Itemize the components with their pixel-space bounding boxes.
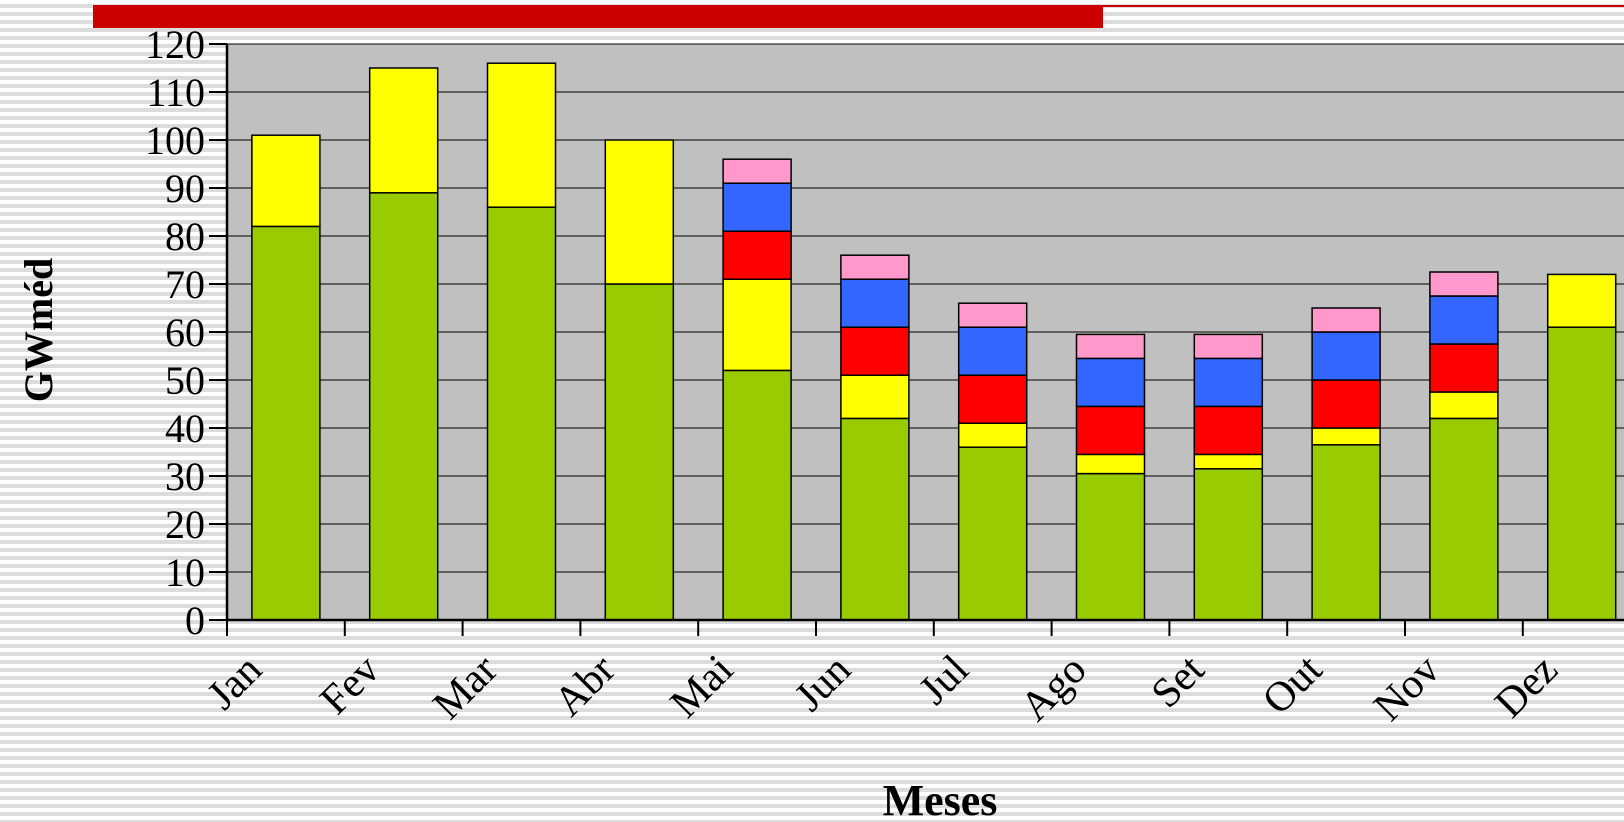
bar-segment: [1311, 427, 1381, 446]
bar-segment: [722, 158, 792, 184]
bar-segment: [840, 417, 910, 621]
bar-segment: [486, 206, 557, 621]
bar-segment: [957, 422, 1028, 448]
bar-segment: [1311, 307, 1381, 333]
bar-segment: [1429, 343, 1499, 393]
bar-segment: [722, 278, 792, 372]
y-tick-label: 20: [165, 502, 205, 547]
x-tick-label: Abr: [546, 647, 625, 726]
bar-segment: [1193, 333, 1264, 360]
y-tick-label: 30: [165, 454, 205, 499]
y-tick-label: 100: [145, 118, 205, 163]
y-tick-label: 40: [165, 406, 205, 451]
bar-segment: [1429, 295, 1499, 345]
y-tick-label: 50: [165, 358, 205, 403]
bar-segment: [957, 302, 1028, 328]
x-tick-label: Fev: [312, 647, 389, 724]
x-tick-label: Set: [1143, 646, 1214, 717]
bar-segment: [1075, 453, 1146, 475]
bar-segment: [1075, 405, 1146, 456]
x-tick-label: Mai: [662, 647, 742, 727]
x-tick-label: Jul: [911, 647, 978, 714]
bar-segment: [1193, 405, 1264, 456]
y-tick-label: 60: [165, 310, 205, 355]
bar-segment: [251, 134, 321, 228]
y-tick-label: 80: [165, 214, 205, 259]
bar-segment: [957, 326, 1028, 376]
x-tick-label: Out: [1254, 646, 1331, 723]
bar-segment: [368, 67, 439, 194]
bar-segment: [840, 254, 910, 280]
bar-segment: [486, 62, 557, 208]
x-tick-label: Ago: [1012, 647, 1096, 731]
bar-segment: [368, 192, 439, 621]
bar-segment: [1193, 468, 1264, 621]
bar-segment: [722, 369, 792, 621]
x-tick-label: Jun: [786, 647, 860, 721]
bar-segment: [1311, 379, 1381, 429]
bar-segment: [1075, 357, 1146, 408]
bar-segment: [957, 374, 1028, 424]
bar-segment: [1429, 391, 1499, 420]
x-tick-label: Nov: [1365, 647, 1449, 731]
y-tick-label: 0: [185, 598, 205, 643]
bar-segment: [1075, 333, 1146, 360]
bar-segment: [1546, 273, 1617, 328]
y-tick-label: 10: [165, 550, 205, 595]
bar-segment: [1429, 271, 1499, 297]
bar-segment: [1193, 453, 1264, 470]
header-bar: [93, 5, 1103, 28]
bar-segment: [1193, 357, 1264, 408]
bar-segment: [840, 278, 910, 328]
bar-segment: [1311, 331, 1381, 381]
bar-segment: [1429, 417, 1499, 621]
bar-segment: [1311, 444, 1381, 621]
bar-segment: [604, 139, 675, 285]
bar-segment: [251, 225, 321, 621]
x-tick-label: Mar: [425, 647, 507, 729]
bar-segment: [957, 446, 1028, 621]
bar-segment: [722, 230, 792, 280]
x-tick-label: Dez: [1486, 647, 1566, 727]
bar-segment: [840, 326, 910, 376]
y-tick-label: 120: [145, 22, 205, 67]
y-tick-label: 70: [165, 262, 205, 307]
y-axis-title: GWméd: [16, 258, 61, 402]
y-tick-label: 90: [165, 166, 205, 211]
bar-segment: [1075, 472, 1146, 621]
bar-segment: [1546, 326, 1617, 621]
y-tick-label: 110: [146, 70, 205, 115]
bar-segment: [722, 182, 792, 232]
x-axis-title: Meses: [883, 776, 998, 822]
bar-segment: [604, 283, 675, 621]
bar-segment: [840, 374, 910, 420]
x-tick-label: Jan: [199, 647, 271, 719]
